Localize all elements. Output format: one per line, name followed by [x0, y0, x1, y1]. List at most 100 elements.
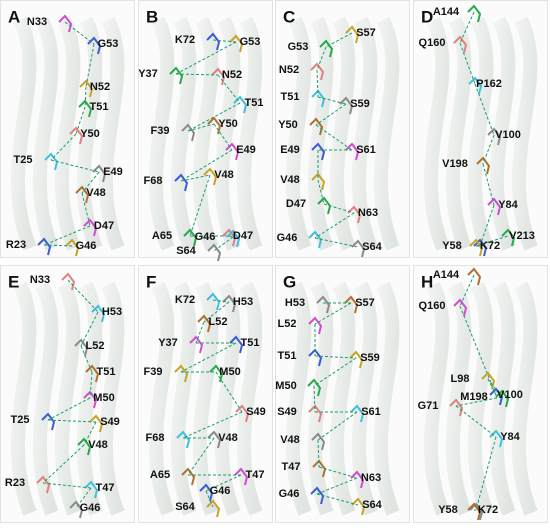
hbond	[85, 43, 95, 88]
residue-stick	[350, 470, 365, 489]
residue-stick	[89, 414, 104, 433]
residue-stick	[308, 316, 323, 335]
residue-stick	[83, 390, 98, 409]
hbond	[81, 171, 100, 194]
residue-label: S49	[277, 406, 297, 418]
residue-label: T51	[245, 97, 264, 109]
residue-stick	[349, 350, 364, 369]
residue-stick	[453, 35, 468, 54]
panel-letter: D	[421, 7, 433, 26]
ribbon	[329, 16, 356, 251]
hbond	[316, 46, 327, 71]
hbond	[215, 371, 243, 413]
panel-letter: E	[8, 272, 19, 291]
residue-label: V48	[214, 169, 234, 181]
hbond	[315, 103, 347, 126]
residue-label: E49	[280, 144, 300, 156]
ribbon	[214, 16, 241, 251]
ribbon	[214, 281, 241, 516]
residue-stick	[487, 197, 502, 216]
residue-label: G46	[277, 232, 298, 244]
residue-stick	[467, 4, 482, 23]
residue-stick	[74, 338, 89, 357]
residue-stick	[226, 229, 241, 248]
ribbon	[236, 16, 263, 251]
residue-stick	[311, 432, 326, 451]
hbond	[67, 279, 99, 313]
residue-stick	[181, 467, 196, 486]
residue-stick	[235, 404, 250, 423]
ribbon	[10, 281, 37, 516]
residue-label: G53	[98, 38, 119, 50]
hbond	[475, 235, 509, 247]
hbond	[47, 419, 97, 423]
hbond	[459, 305, 497, 396]
hbond	[187, 437, 215, 476]
ribbon	[373, 281, 400, 516]
residue-stick	[174, 364, 189, 383]
residue-stick	[312, 459, 327, 478]
ribbon	[148, 16, 175, 251]
residue-label: Y58	[438, 504, 458, 516]
hbond	[47, 397, 91, 421]
hbond	[482, 134, 495, 165]
residue-stick	[41, 412, 56, 431]
residue-stick	[78, 99, 93, 118]
ribbon	[170, 281, 197, 516]
residue-label: S61	[356, 144, 376, 156]
panel-border	[413, 265, 548, 523]
ribbon	[170, 16, 197, 251]
ribbon	[148, 281, 175, 516]
residue-label: G46	[195, 231, 216, 243]
residue-stick	[206, 32, 221, 51]
hbond	[487, 378, 503, 398]
ribbon	[445, 281, 472, 516]
panel-letter: G	[283, 272, 296, 291]
residue-label: R23	[5, 477, 25, 489]
hbond	[314, 212, 355, 239]
residue-label: K72	[480, 240, 500, 252]
hbond	[315, 124, 353, 151]
hbond	[217, 74, 241, 104]
panel-border	[138, 265, 273, 523]
hbond	[175, 41, 237, 75]
residue-label: L98	[451, 373, 470, 385]
residue-label: F68	[144, 175, 163, 187]
hbond	[89, 371, 93, 399]
hbond	[189, 174, 211, 237]
residue-label: M50	[93, 392, 114, 404]
panel-letter: B	[146, 7, 158, 26]
panel-letter: F	[146, 272, 156, 291]
residue-label: L52	[86, 340, 105, 352]
residue-stick	[317, 196, 332, 215]
residue-label: V48	[280, 174, 300, 186]
residue-stick	[489, 429, 504, 448]
residue-label: Y37	[138, 68, 158, 80]
panel-letter: C	[283, 7, 295, 26]
residue-label: T51	[278, 350, 297, 362]
residue-stick	[467, 267, 482, 286]
residue-label: F39	[144, 366, 163, 378]
hbond	[50, 133, 77, 161]
residue-label: Y58	[442, 240, 462, 252]
residue-stick	[308, 348, 323, 367]
residue-label: A65	[152, 230, 172, 242]
hbond	[187, 123, 215, 132]
ribbon	[467, 281, 494, 516]
residue-stick	[207, 430, 222, 449]
hbond	[75, 487, 92, 509]
residue-stick	[85, 364, 100, 383]
residue-label: F68	[146, 432, 165, 444]
panel-border	[0, 265, 135, 523]
panel-letter: H	[421, 272, 433, 291]
residue-label: T25	[11, 414, 30, 426]
hbond	[455, 396, 503, 407]
ribbon	[98, 281, 125, 516]
residue-stick	[347, 205, 362, 224]
residue-stick	[222, 228, 237, 247]
residue-stick	[229, 335, 244, 354]
residue-label: V100	[497, 389, 523, 401]
residue-stick	[467, 502, 482, 521]
ribbon	[54, 16, 81, 251]
residue-stick	[344, 295, 359, 314]
